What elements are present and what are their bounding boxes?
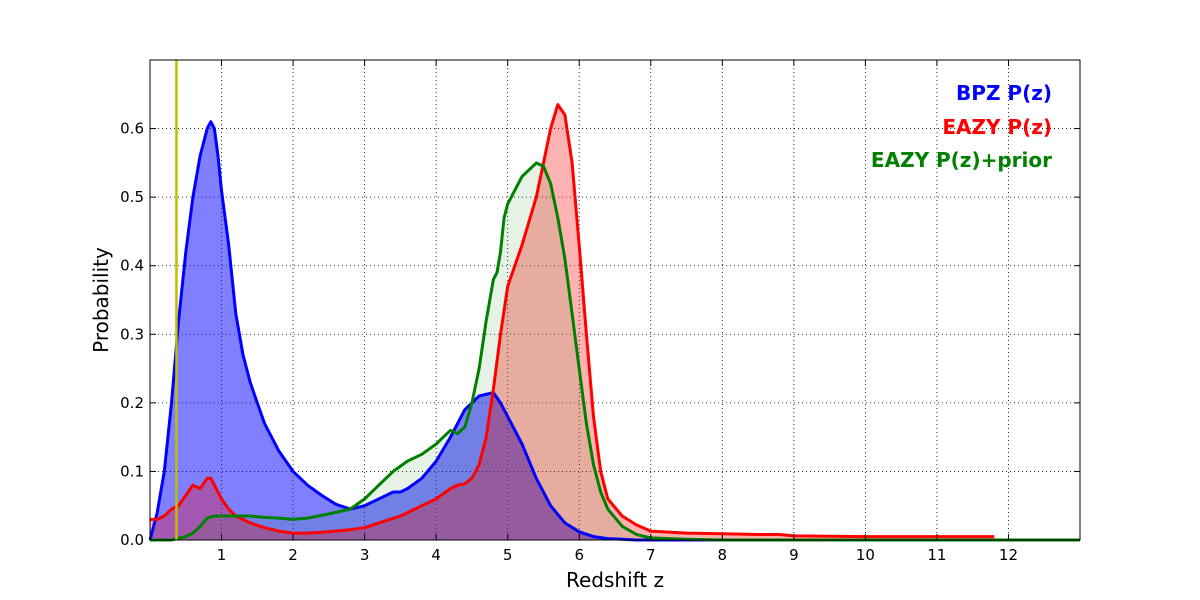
x-tick-label: 5 bbox=[503, 546, 513, 564]
plot-frame bbox=[149, 59, 1081, 541]
legend: BPZ P(z) EAZY P(z) EAZY P(z)+prior bbox=[871, 81, 1052, 172]
x-axis-label: Redshift z bbox=[566, 568, 664, 592]
x-tick-label: 4 bbox=[431, 546, 441, 564]
x-tick-label: 7 bbox=[646, 546, 656, 564]
legend-eazy: EAZY P(z) bbox=[942, 115, 1052, 139]
x-tick-label: 6 bbox=[574, 546, 584, 564]
line-eazy-prior bbox=[150, 161, 1080, 542]
x-tick-label: 2 bbox=[288, 546, 298, 564]
x-tick-label: 3 bbox=[360, 546, 370, 564]
y-tick-label: 0.1 bbox=[120, 462, 144, 480]
y-tick-label: 0.2 bbox=[120, 394, 144, 412]
y-tick-label: 0.5 bbox=[120, 188, 144, 206]
y-tick-label: 0.4 bbox=[120, 257, 144, 275]
x-tick-label: 9 bbox=[789, 546, 799, 564]
y-tick-label: 0.0 bbox=[120, 531, 144, 549]
x-tick-label: 8 bbox=[718, 546, 728, 564]
x-tick-label: 10 bbox=[856, 546, 875, 564]
y-tick-label: 0.3 bbox=[120, 325, 144, 343]
x-tick-label: 1 bbox=[217, 546, 227, 564]
legend-eazy-prior: EAZY P(z)+prior bbox=[871, 148, 1052, 172]
legend-bpz: BPZ P(z) bbox=[956, 81, 1052, 105]
series-lines bbox=[148, 103, 1080, 542]
area-bpz bbox=[150, 121, 1080, 540]
x-tick-label: 12 bbox=[999, 546, 1018, 564]
y-tick-label: 0.6 bbox=[120, 120, 144, 138]
axis-ticks: 1 2 3 4 5 6 7 8 9 10 11 120.00.10.20.30.40.50.6 bbox=[120, 60, 1080, 564]
line-eazy bbox=[150, 103, 995, 539]
line-bpz bbox=[148, 120, 1080, 542]
y-axis-label: Probability bbox=[89, 247, 113, 353]
x-tick-label: 11 bbox=[927, 546, 946, 564]
